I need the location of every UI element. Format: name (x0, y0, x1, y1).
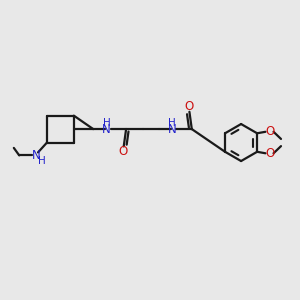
Text: N: N (167, 124, 176, 136)
Text: H: H (103, 118, 111, 128)
Text: N: N (32, 149, 40, 162)
Text: O: O (266, 125, 275, 138)
Text: H: H (38, 156, 46, 166)
Text: N: N (102, 124, 111, 136)
Text: O: O (118, 145, 128, 158)
Text: O: O (184, 100, 194, 113)
Text: H: H (168, 118, 176, 128)
Text: O: O (266, 147, 275, 161)
